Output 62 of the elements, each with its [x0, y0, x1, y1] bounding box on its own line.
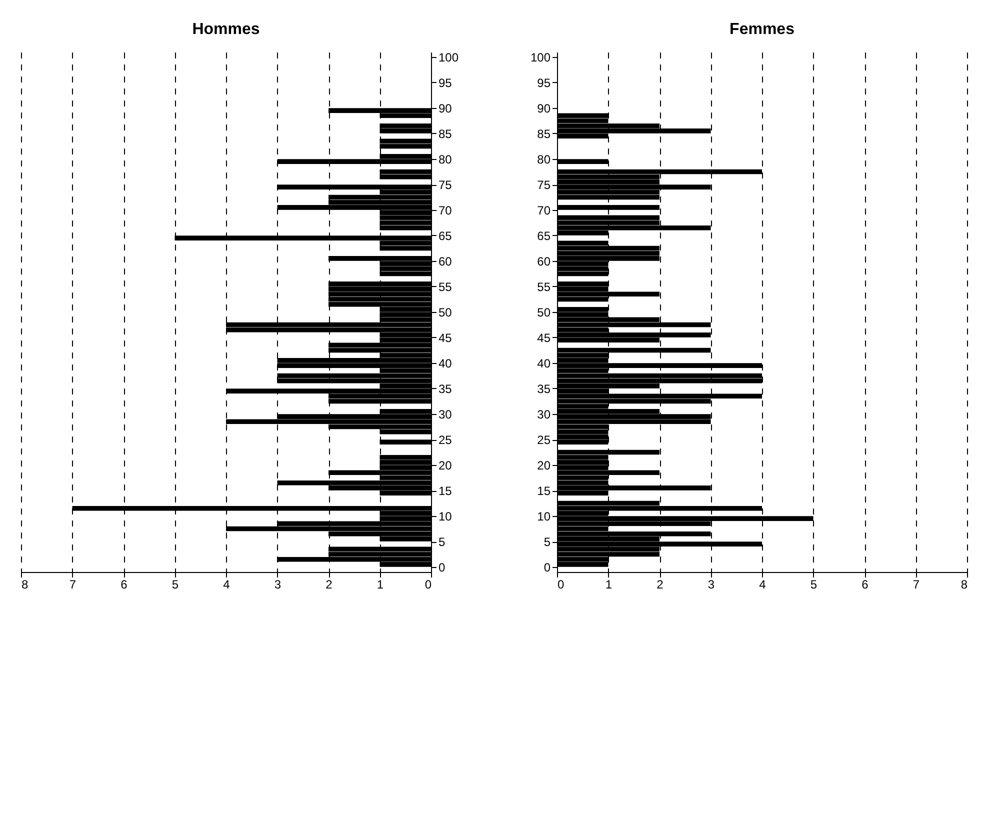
y-tick-label: 40 — [438, 356, 452, 370]
x-tick-label: 0 — [558, 578, 564, 592]
x-tick-label: 5 — [172, 578, 179, 592]
y-tick-label: 70 — [537, 204, 551, 218]
y-tick-label: 10 — [438, 510, 452, 524]
y-tick-label: 15 — [537, 484, 551, 498]
x-tick-label: 6 — [862, 578, 869, 592]
y-tick-label: 75 — [537, 178, 551, 192]
y-tick-label: 65 — [438, 229, 452, 243]
y-tick-label: 100 — [438, 50, 459, 64]
y-tick-label: 5 — [438, 535, 446, 549]
y-tick-label: 15 — [438, 484, 452, 498]
y-tick-label: 60 — [537, 254, 551, 268]
y-tick-label: 20 — [438, 458, 452, 472]
y-tick-label: 40 — [537, 356, 551, 370]
y-tick-label: 65 — [537, 229, 551, 243]
x-tick-label: 1 — [605, 578, 612, 592]
x-tick-label: 7 — [69, 578, 76, 592]
x-tick-label: 4 — [223, 578, 230, 592]
y-tick-label: 75 — [438, 178, 452, 192]
x-tick-label: 2 — [656, 578, 664, 592]
x-tick-label: 7 — [912, 578, 920, 592]
y-tick-label: 55 — [438, 280, 452, 294]
x-tick-label: 8 — [22, 578, 28, 592]
y-tick-label: 0 — [438, 560, 446, 574]
y-tick-label: 30 — [438, 408, 452, 422]
y-tick-label: 45 — [438, 331, 452, 345]
y-tick-label: 55 — [537, 280, 551, 294]
x-tick-label: 1 — [376, 578, 384, 592]
x-tick-label: 4 — [759, 578, 766, 592]
y-tick-label: 80 — [537, 152, 551, 166]
y-tick-label: 50 — [537, 306, 551, 320]
x-tick-label: 3 — [274, 578, 282, 592]
chart-title: Femmes — [730, 21, 795, 38]
y-tick-label: 90 — [537, 102, 551, 116]
y-tick-label: 30 — [537, 408, 551, 422]
x-tick-label: 3 — [708, 578, 715, 592]
y-tick-label: 80 — [438, 152, 452, 166]
x-tick-label: 2 — [326, 578, 333, 592]
y-tick-label: 85 — [438, 127, 452, 141]
x-tick-label: 6 — [120, 578, 128, 592]
x-tick-label: 0 — [424, 578, 432, 592]
y-tick-label: 25 — [537, 433, 551, 447]
y-tick-label: 5 — [544, 535, 551, 549]
chart-title: Hommes — [192, 21, 260, 38]
y-tick-label: 95 — [537, 76, 551, 90]
y-tick-label: 85 — [537, 127, 551, 141]
y-tick-label: 50 — [438, 306, 452, 320]
y-tick-label: 100 — [530, 50, 551, 64]
y-tick-label: 20 — [537, 458, 551, 472]
y-tick-label: 70 — [438, 204, 452, 218]
x-tick-label: 5 — [810, 578, 818, 592]
x-tick-label: 8 — [960, 578, 968, 592]
y-tick-label: 35 — [438, 382, 452, 396]
y-tick-label: 45 — [537, 331, 551, 345]
y-tick-label: 95 — [438, 76, 452, 90]
y-tick-label: 60 — [438, 254, 452, 268]
y-tick-label: 0 — [544, 560, 551, 574]
y-tick-label: 35 — [537, 382, 551, 396]
y-tick-label: 90 — [438, 102, 452, 116]
y-tick-label: 10 — [537, 510, 551, 524]
y-tick-label: 25 — [438, 433, 452, 447]
